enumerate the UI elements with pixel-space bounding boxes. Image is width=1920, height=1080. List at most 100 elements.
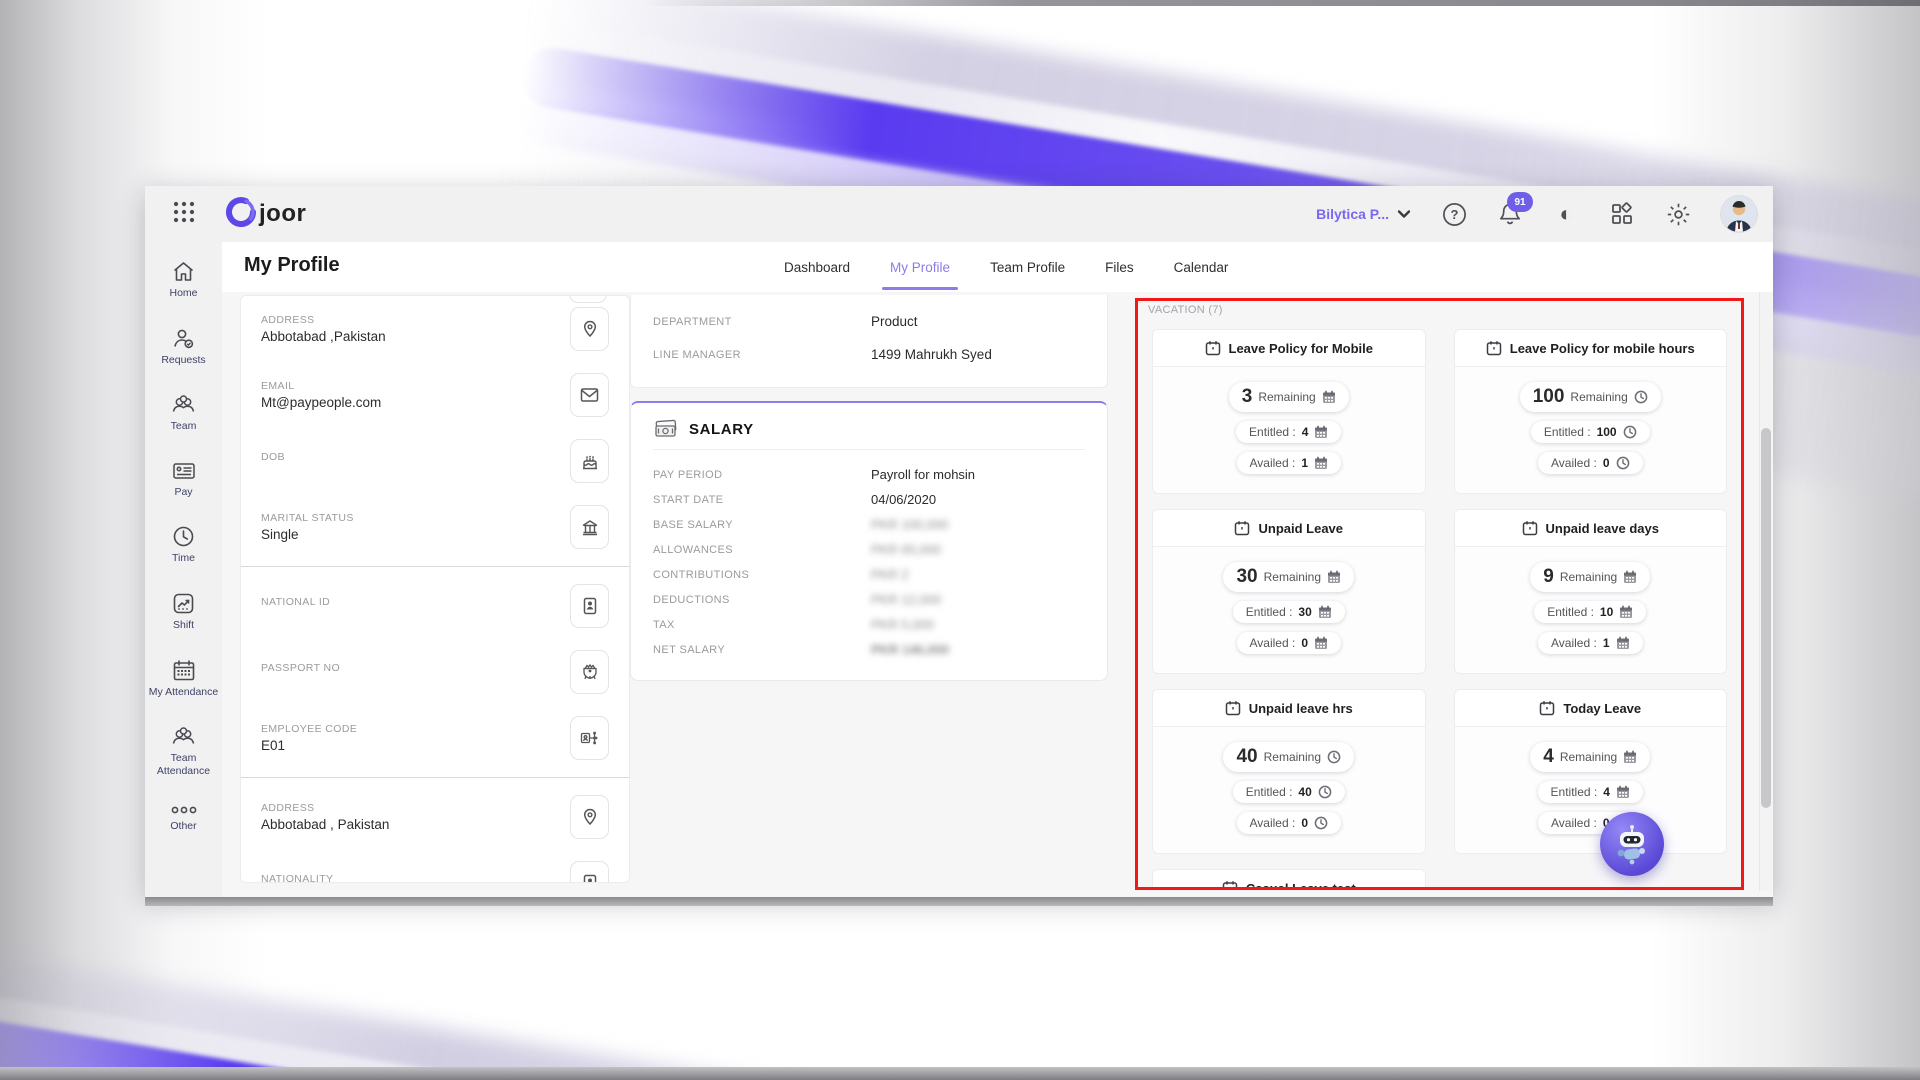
- my-attendance-icon: [173, 660, 194, 680]
- sidebar-item-requests[interactable]: Requests: [148, 327, 220, 367]
- location-pin-icon[interactable]: [570, 795, 609, 839]
- salary-row-contributions: CONTRIBUTIONS PKR 2: [653, 567, 909, 582]
- time-icon: [173, 527, 194, 547]
- entitled-pill: Entitled :4: [1236, 421, 1342, 443]
- chevron-down-icon: [1397, 210, 1411, 218]
- sidebar-item-team-attendance[interactable]: Team Attendance: [148, 725, 220, 777]
- salary-row-net-salary: NET SALARY PKR 146,000: [653, 642, 950, 657]
- envelope-icon[interactable]: [570, 373, 609, 417]
- user-avatar[interactable]: [1721, 196, 1757, 232]
- leave-card-unpaid-leave-days: Unpaid leave days 9 Remaining Entitled :1…: [1453, 509, 1727, 674]
- requests-icon: [174, 329, 194, 348]
- middle-column: DEPARTMENT Product LINE MANAGER 1499 Mah…: [630, 295, 1108, 681]
- waffle-menu-icon[interactable]: [171, 199, 197, 230]
- app-window: joor Bilytica P... ? 91 ◐: [145, 186, 1773, 897]
- divider: [241, 777, 629, 778]
- team-icon: [172, 395, 195, 412]
- availed-pill: Availed :0: [1538, 452, 1643, 474]
- svg-text:?: ?: [1450, 207, 1458, 222]
- ojoor-logo[interactable]: joor: [225, 196, 306, 233]
- salary-header: SALARY: [653, 415, 1085, 450]
- id-card-icon[interactable]: [570, 861, 609, 882]
- calendar-icon: [1616, 785, 1630, 799]
- salary-row-deductions: DEDUCTIONS PKR 12,000: [653, 592, 942, 607]
- calendar-icon: [1522, 520, 1537, 536]
- salary-row-pay-period: PAY PERIOD Payroll for mohsin: [653, 467, 976, 482]
- page-top-edge: [640, 0, 1920, 6]
- notifications-bell-icon[interactable]: 91: [1497, 192, 1533, 227]
- scrollbar-track[interactable]: [1759, 292, 1772, 891]
- logo-text: joor: [259, 200, 307, 227]
- home-icon: [173, 262, 194, 281]
- calendar-icon: [1327, 570, 1341, 584]
- job-details-card: DEPARTMENT Product LINE MANAGER 1499 Mah…: [630, 295, 1108, 388]
- field-nationality: NATIONALITY: [259, 850, 611, 882]
- robot-icon: [1617, 825, 1645, 865]
- other-icon: [171, 806, 196, 814]
- settings-gear-icon[interactable]: [1665, 201, 1691, 227]
- sidebar-item-time[interactable]: Time: [148, 525, 220, 565]
- calendar-icon: [1235, 520, 1250, 536]
- calendar-icon: [1321, 390, 1336, 404]
- remaining-pill: 4 Remaining: [1530, 742, 1651, 772]
- sidebar-item-shift[interactable]: Shift: [148, 592, 220, 632]
- availed-pill: Availed :0: [1236, 812, 1341, 834]
- org-chart-icon[interactable]: [570, 716, 609, 760]
- theme-contrast-icon[interactable]: ◐: [1559, 201, 1573, 226]
- calendar-icon: [1623, 570, 1637, 584]
- leave-card-casual-leave-test: Casual Leave test: [1152, 869, 1426, 887]
- salary-title: SALARY: [689, 420, 754, 438]
- location-pin-icon[interactable]: [570, 307, 609, 351]
- scrollbar-thumb[interactable]: [1761, 428, 1771, 808]
- field-dob: DOB: [259, 428, 611, 494]
- sidebar-item-home[interactable]: Home: [148, 260, 220, 300]
- leave-card-today-leave: Today Leave 4 Remaining Entitled :4 Avail…: [1453, 689, 1727, 854]
- vacation-heading: VACATION (7): [1148, 304, 1223, 316]
- salary-row-base-salary: BASE SALARY PKR 100,000: [653, 517, 949, 532]
- page-header: My Profile Dashboard My Profile Team Pro…: [222, 242, 1773, 292]
- remaining-pill: 9 Remaining: [1530, 562, 1651, 592]
- building-icon[interactable]: [570, 505, 609, 549]
- leave-card-leave-policy-for-mobile: Leave Policy for Mobile 3 Remaining Entit…: [1152, 329, 1426, 494]
- availed-pill: Availed :0: [1236, 632, 1341, 654]
- field-email: EMAIL Mt@paypeople.com: [259, 362, 611, 428]
- id-card-icon[interactable]: [570, 584, 609, 628]
- salary-row-allowances: ALLOWANCES PKR 65,000: [653, 542, 942, 557]
- calendar-icon: [1540, 700, 1555, 716]
- remaining-pill: 40 Remaining: [1223, 742, 1354, 772]
- passport-icon[interactable]: [570, 650, 609, 694]
- field-address-2: ADDRESS Abbotabad , Pakistan: [259, 784, 611, 850]
- tab-bar: Dashboard My Profile Team Profile Files …: [782, 242, 1230, 292]
- tab-calendar[interactable]: Calendar: [1173, 259, 1229, 275]
- tab-team-profile[interactable]: Team Profile: [990, 259, 1066, 275]
- chatbot-button[interactable]: [1600, 812, 1664, 876]
- sidebar-item-my-attendance[interactable]: My Attendance: [148, 659, 220, 699]
- salary-rows: PAY PERIOD Payroll for mohsin START DATE 0…: [653, 450, 1085, 662]
- tab-my-profile[interactable]: My Profile: [882, 243, 959, 292]
- tab-dashboard[interactable]: Dashboard: [784, 259, 851, 275]
- birthday-cake-icon[interactable]: [570, 439, 609, 483]
- calendar-icon: [1314, 636, 1328, 650]
- sidebar-item-pay[interactable]: Pay: [148, 460, 220, 499]
- vacation-section: VACATION (7) Leave Policy for Mobile 3 Re…: [1135, 298, 1744, 890]
- help-icon[interactable]: ?: [1441, 201, 1467, 227]
- clock-icon: [1623, 425, 1636, 439]
- notification-badge: 91: [1507, 192, 1533, 212]
- entitled-pill: Entitled :30: [1232, 601, 1345, 623]
- cut-off-icon-button: [569, 296, 607, 303]
- entitled-pill: Entitled :4: [1537, 781, 1643, 803]
- clock-icon: [1318, 785, 1332, 799]
- leave-card-unpaid-leave: Unpaid Leave 30 Remaining Entitled :30 Av…: [1152, 509, 1426, 674]
- field-marital-status: MARITAL STATUS Single: [259, 494, 611, 560]
- clock-icon: [1616, 456, 1629, 470]
- sidebar-item-other[interactable]: Other: [148, 804, 220, 833]
- account-dropdown[interactable]: Bilytica P...: [1316, 206, 1411, 222]
- field-address-1: ADDRESS Abbotabad ,Pakistan: [259, 296, 611, 362]
- apps-grid-icon[interactable]: [1609, 201, 1635, 227]
- divider: [241, 566, 629, 567]
- availed-pill: Availed :1: [1538, 632, 1643, 654]
- sidebar-item-team[interactable]: Team: [148, 393, 220, 433]
- tab-files[interactable]: Files: [1105, 259, 1134, 275]
- entitled-pill: Entitled :40: [1232, 781, 1345, 803]
- calendar-icon: [1623, 750, 1637, 764]
